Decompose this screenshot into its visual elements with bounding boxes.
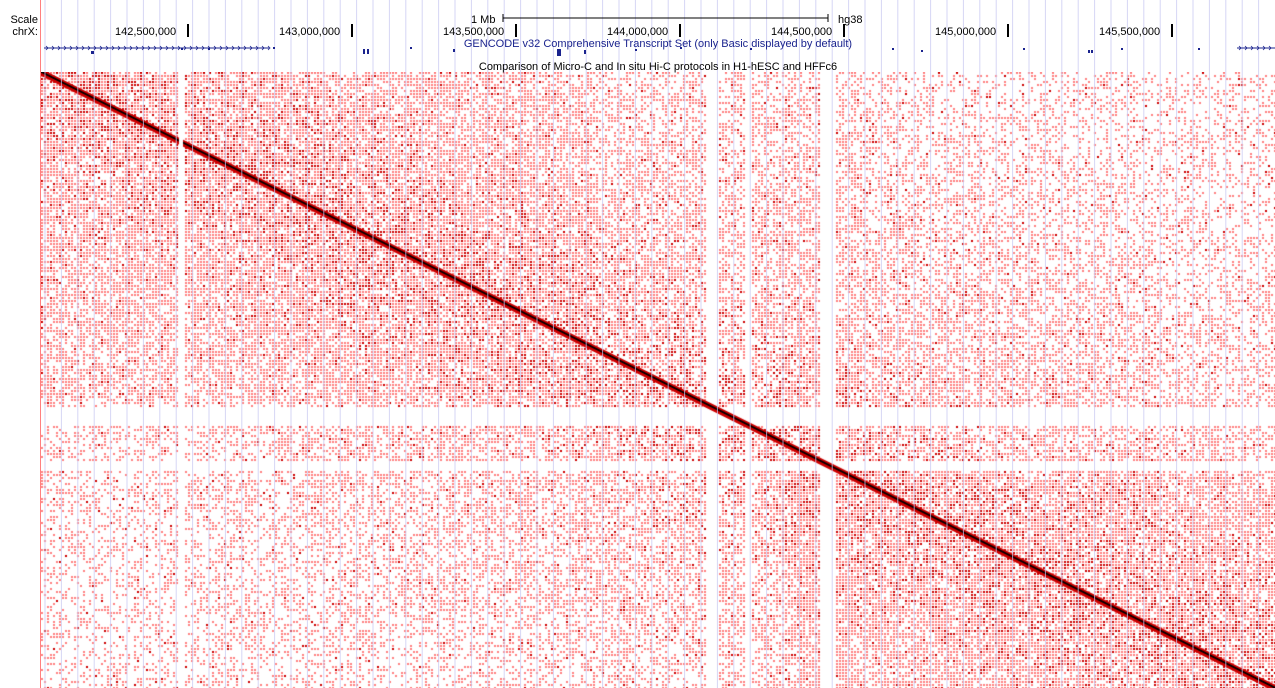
strand-arrow [81,45,85,51]
strand-arrow [201,45,205,51]
position-label-145500000: 145,500,000 [1099,26,1161,38]
exon-block [1023,48,1025,50]
scale-bar [187,14,1173,37]
strand-arrow [63,45,67,51]
strand-arrow [51,45,55,51]
strand-arrow [183,45,187,51]
position-label-144000000: 144,000,000 [607,26,669,38]
track-label-column: Scale chrX: [0,0,40,688]
position-tick [843,24,845,37]
strand-arrow [195,45,199,51]
exon-block [91,51,94,54]
strand-arrow [249,45,253,51]
base-position-ruler[interactable]: 1 Mb hg38 142,500,000 143,000,000 143,50… [41,0,1275,40]
exon-block [453,49,455,52]
strand-arrow [105,45,109,51]
position-tick [1171,24,1173,37]
position-tick [515,24,517,37]
exon-block [750,48,752,50]
strand-arrow [219,45,223,51]
position-tick [1007,24,1009,37]
strand-arrow [261,45,265,51]
position-label-144500000: 144,500,000 [771,26,833,38]
position-tick [351,24,353,37]
exon-block [1091,50,1093,53]
strand-arrow [99,45,103,51]
hic-track-title[interactable]: Comparison of Micro-C and In situ Hi-C p… [478,61,838,73]
chromosome-label[interactable]: chrX: [12,26,38,38]
strand-arrow [87,45,91,51]
scale-track-label[interactable]: Scale [10,14,38,26]
track-area[interactable]: 1 Mb hg38 142,500,000 143,000,000 143,50… [41,0,1275,688]
gencode-gene-track[interactable]: GENCODE v32 Comprehensive Transcript Set… [41,38,1275,58]
gene-models[interactable] [41,38,1275,58]
strand-arrow [237,45,241,51]
hic-contact-matrix[interactable] [41,72,1275,688]
strand-arrow [1262,45,1266,51]
strand-arrow [153,45,157,51]
strand-arrow [117,45,121,51]
exon-block [1198,48,1200,50]
strand-arrow [123,45,127,51]
position-tick [187,24,189,37]
strand-arrow [141,45,145,51]
strand-arrow [1238,45,1242,51]
assembly-label: hg38 [838,14,863,26]
position-label-143000000: 143,000,000 [279,26,341,38]
strand-arrow [57,45,61,51]
strand-arrow [69,45,73,51]
exon-block [1121,48,1123,50]
position-label-143500000: 143,500,000 [443,26,505,38]
strand-arrow [135,45,139,51]
strand-arrow [267,45,271,51]
exon-block [363,49,365,54]
strand-arrow [243,45,247,51]
strand-arrow [129,45,133,51]
position-label-145000000: 145,000,000 [935,26,997,38]
strand-arrow [225,45,229,51]
scale-bar-label: 1 Mb [471,14,496,26]
strand-arrow [189,45,193,51]
strand-arrow [171,45,175,51]
strand-arrow [147,45,151,51]
strand-arrow [231,45,235,51]
exon-block [892,48,894,50]
exon-block [921,50,923,52]
strand-arrow [159,45,163,51]
exon-block [584,50,586,54]
exon-block [635,49,637,51]
left-gutter-line [40,0,41,688]
exon-block [181,48,183,50]
hic-heatmap[interactable] [41,72,1275,688]
exon-block [1088,50,1090,53]
position-label-142500000: 142,500,000 [115,26,177,38]
strand-arrow [111,45,115,51]
strand-arrow [165,45,169,51]
strand-arrow [45,45,49,51]
exon-block [410,47,412,49]
exon-block [680,47,682,49]
position-tick [679,24,681,37]
strand-arrow [213,45,217,51]
strand-arrow [1244,45,1248,51]
strand-arrow [1268,45,1272,51]
gene-track-label[interactable]: GENCODE v32 Comprehensive Transcript Set… [463,38,853,50]
exon-block [273,47,275,49]
exon-block [367,49,369,54]
strand-arrow [1250,45,1254,51]
exon-block [557,49,561,56]
strand-arrow [177,45,181,51]
